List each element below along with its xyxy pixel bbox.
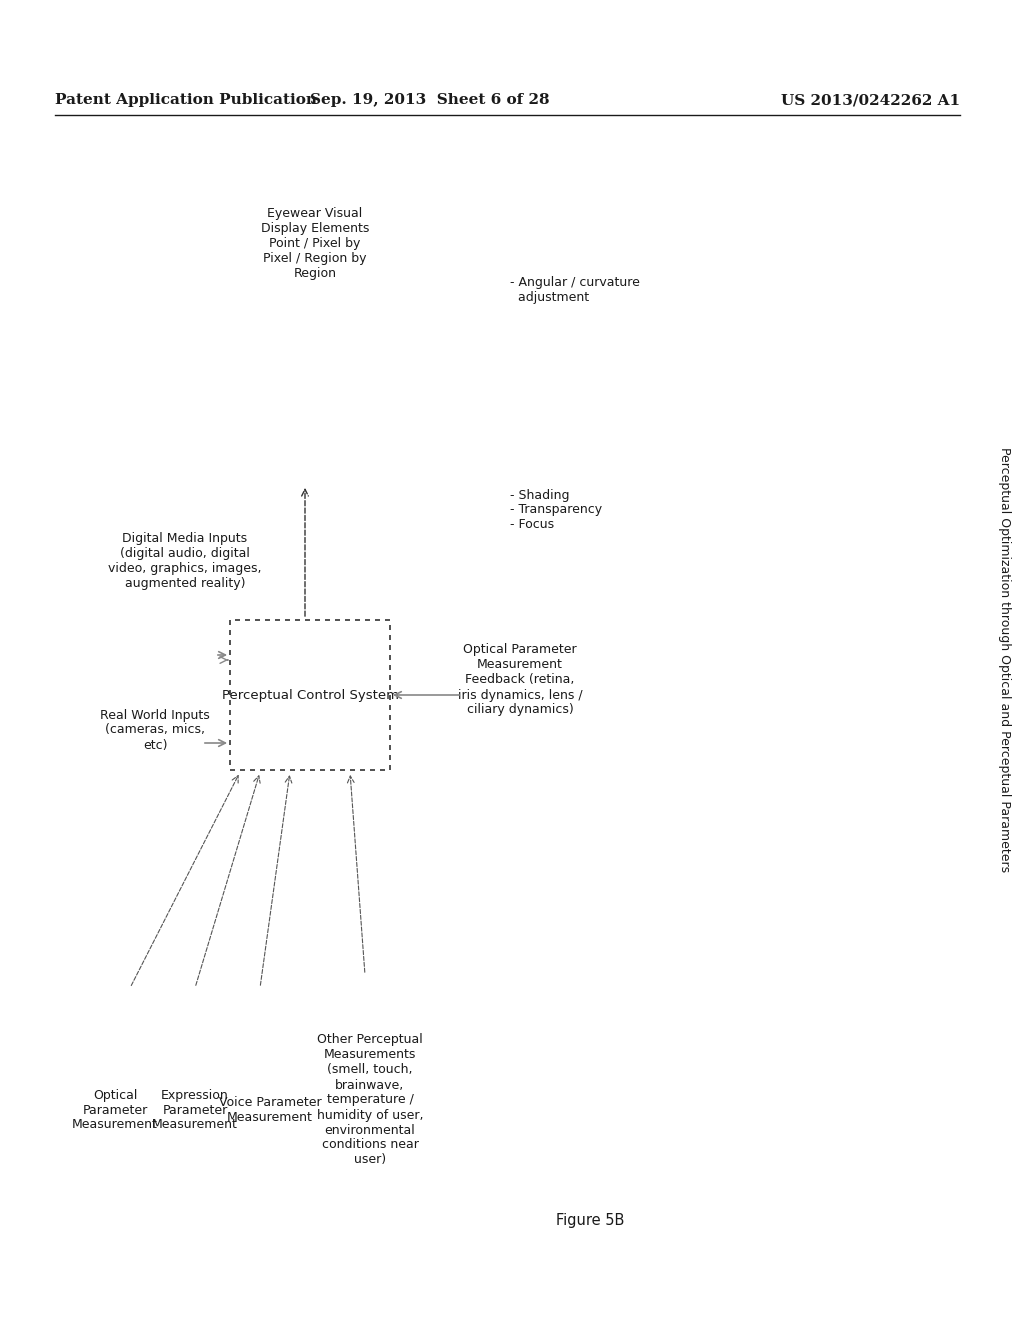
Text: Eyewear Visual
Display Elements
Point / Pixel by
Pixel / Region by
Region: Eyewear Visual Display Elements Point / … <box>261 207 370 280</box>
Text: Sep. 19, 2013  Sheet 6 of 28: Sep. 19, 2013 Sheet 6 of 28 <box>310 92 550 107</box>
Text: - Angular / curvature
  adjustment: - Angular / curvature adjustment <box>510 276 640 304</box>
Text: Perceptual Control System: Perceptual Control System <box>221 689 398 701</box>
Text: US 2013/0242262 A1: US 2013/0242262 A1 <box>781 92 961 107</box>
Text: - Shading
- Transparency
- Focus: - Shading - Transparency - Focus <box>510 488 602 532</box>
Text: Optical
Parameter
Measurement: Optical Parameter Measurement <box>72 1089 158 1131</box>
Text: Other Perceptual
Measurements
(smell, touch,
brainwave,
temperature /
humidity o: Other Perceptual Measurements (smell, to… <box>316 1034 423 1167</box>
Text: Real World Inputs
(cameras, mics,
etc): Real World Inputs (cameras, mics, etc) <box>100 709 210 751</box>
Bar <box>230 620 390 770</box>
Text: Optical Parameter
Measurement
Feedback (retina,
iris dynamics, lens /
ciliary dy: Optical Parameter Measurement Feedback (… <box>458 644 583 717</box>
Text: Perceptual Optimization through Optical and Perceptual Parameters: Perceptual Optimization through Optical … <box>998 447 1012 873</box>
Text: Voice Parameter
Measurement: Voice Parameter Measurement <box>219 1096 322 1125</box>
Text: Digital Media Inputs
(digital audio, digital
video, graphics, images,
augmented : Digital Media Inputs (digital audio, dig… <box>109 532 262 590</box>
Text: Patent Application Publication: Patent Application Publication <box>55 92 317 107</box>
Text: Expression
Parameter
Measurement: Expression Parameter Measurement <box>152 1089 238 1131</box>
Text: Figure 5B: Figure 5B <box>556 1213 625 1228</box>
